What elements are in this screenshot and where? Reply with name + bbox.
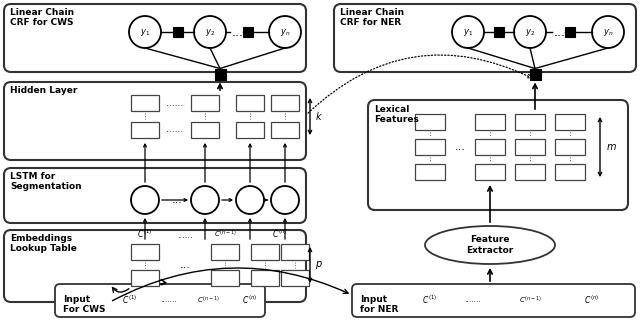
Text: $C^{(1)}$: $C^{(1)}$ — [422, 294, 438, 306]
Text: $C^{(n-1)}$: $C^{(n-1)}$ — [518, 294, 541, 306]
Text: ...: ... — [454, 142, 465, 152]
Bar — [555, 164, 585, 180]
Bar — [131, 270, 159, 286]
Bar — [243, 27, 253, 37]
Bar — [211, 270, 239, 286]
Bar — [251, 244, 279, 260]
Text: $C^{(1)}$: $C^{(1)}$ — [122, 294, 138, 306]
Bar — [281, 270, 309, 286]
Text: ...: ... — [554, 27, 566, 39]
Text: ...: ... — [232, 27, 244, 39]
Text: $y_2$: $y_2$ — [205, 27, 215, 38]
Bar — [555, 114, 585, 130]
Bar — [173, 27, 183, 37]
FancyBboxPatch shape — [55, 284, 265, 317]
Text: $C^{(n-1)}$: $C^{(n-1)}$ — [214, 229, 237, 240]
Text: $k$: $k$ — [315, 110, 323, 123]
Text: .......: ....... — [464, 296, 480, 305]
Bar — [565, 27, 575, 37]
Bar — [251, 270, 279, 286]
Text: ...: ... — [172, 195, 182, 205]
Bar — [515, 139, 545, 155]
Bar — [191, 95, 219, 111]
Circle shape — [131, 186, 159, 214]
Text: ......: ...... — [166, 99, 184, 108]
FancyBboxPatch shape — [4, 230, 306, 302]
Bar — [131, 244, 159, 260]
Text: $p$: $p$ — [315, 259, 323, 271]
Bar — [236, 122, 264, 138]
Bar — [415, 139, 445, 155]
Circle shape — [514, 16, 546, 48]
Circle shape — [191, 186, 219, 214]
Bar — [131, 95, 159, 111]
Text: Embeddings
Lookup Table: Embeddings Lookup Table — [10, 234, 77, 253]
Text: .......: ....... — [160, 296, 176, 305]
Bar — [131, 122, 159, 138]
Circle shape — [592, 16, 624, 48]
Text: Input
For CWS: Input For CWS — [63, 295, 106, 314]
Text: $y_n$: $y_n$ — [280, 27, 291, 38]
Text: $C^{(n)}$: $C^{(n)}$ — [243, 294, 257, 306]
Circle shape — [236, 186, 264, 214]
Bar — [475, 114, 505, 130]
Bar — [555, 139, 585, 155]
FancyBboxPatch shape — [352, 284, 635, 317]
Circle shape — [452, 16, 484, 48]
Text: $C^{(n-1)}$: $C^{(n-1)}$ — [196, 294, 220, 306]
Text: Linear Chain
CRF for CWS: Linear Chain CRF for CWS — [10, 8, 74, 27]
Bar — [415, 114, 445, 130]
Text: $y_n$: $y_n$ — [603, 27, 613, 38]
Text: Input
for NER: Input for NER — [360, 295, 398, 314]
Bar — [236, 95, 264, 111]
Text: Feature
Extractor: Feature Extractor — [467, 235, 514, 255]
Text: Lexical
Features: Lexical Features — [374, 105, 419, 125]
Text: $y_1$: $y_1$ — [140, 27, 150, 38]
Text: ...: ... — [180, 260, 191, 270]
FancyBboxPatch shape — [4, 4, 306, 72]
Bar — [271, 95, 299, 111]
Text: ......: ...... — [166, 126, 184, 134]
Bar — [415, 164, 445, 180]
Bar — [475, 164, 505, 180]
Circle shape — [194, 16, 226, 48]
Text: $y_2$: $y_2$ — [525, 27, 535, 38]
FancyBboxPatch shape — [368, 100, 628, 210]
Text: Linear Chain
CRF for NER: Linear Chain CRF for NER — [340, 8, 404, 27]
Text: $m$: $m$ — [606, 142, 617, 152]
Text: Hidden Layer: Hidden Layer — [10, 86, 77, 95]
Text: $C^{(n)}$: $C^{(n)}$ — [273, 228, 287, 240]
Bar — [281, 244, 309, 260]
Text: $C^{(1)}$: $C^{(1)}$ — [138, 228, 152, 240]
Bar — [515, 164, 545, 180]
Ellipse shape — [425, 226, 555, 264]
FancyBboxPatch shape — [4, 82, 306, 160]
Circle shape — [129, 16, 161, 48]
Bar — [494, 27, 504, 37]
Text: $y_1$: $y_1$ — [463, 27, 473, 38]
FancyBboxPatch shape — [4, 168, 306, 223]
Bar — [211, 244, 239, 260]
Bar — [214, 68, 225, 80]
Bar — [515, 114, 545, 130]
Bar — [475, 139, 505, 155]
FancyBboxPatch shape — [334, 4, 636, 72]
Bar — [191, 122, 219, 138]
Circle shape — [271, 186, 299, 214]
Text: ......: ...... — [177, 231, 193, 240]
Bar — [529, 68, 541, 80]
Bar — [271, 122, 299, 138]
Circle shape — [269, 16, 301, 48]
Text: $C^{(n)}$: $C^{(n)}$ — [584, 294, 600, 306]
FancyArrowPatch shape — [160, 280, 166, 285]
FancyArrowPatch shape — [113, 288, 129, 292]
Text: LSTM for
Segmentation: LSTM for Segmentation — [10, 172, 82, 191]
